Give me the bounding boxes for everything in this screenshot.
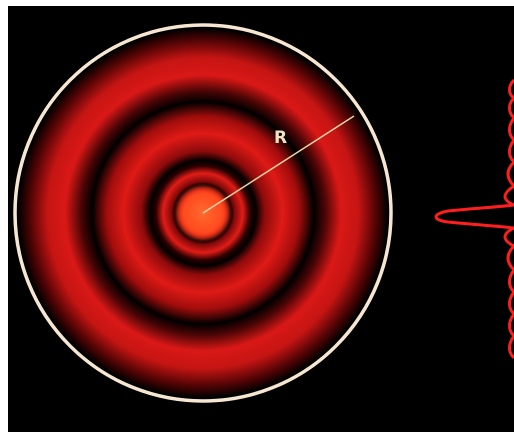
boundary-circle xyxy=(13,23,393,403)
radius-label: R xyxy=(274,128,287,148)
bessel-ring-diagram: R xyxy=(8,6,514,432)
intensity-profile-curve xyxy=(434,78,514,360)
diagram-frame: R xyxy=(8,6,514,432)
radius-line xyxy=(202,115,355,214)
